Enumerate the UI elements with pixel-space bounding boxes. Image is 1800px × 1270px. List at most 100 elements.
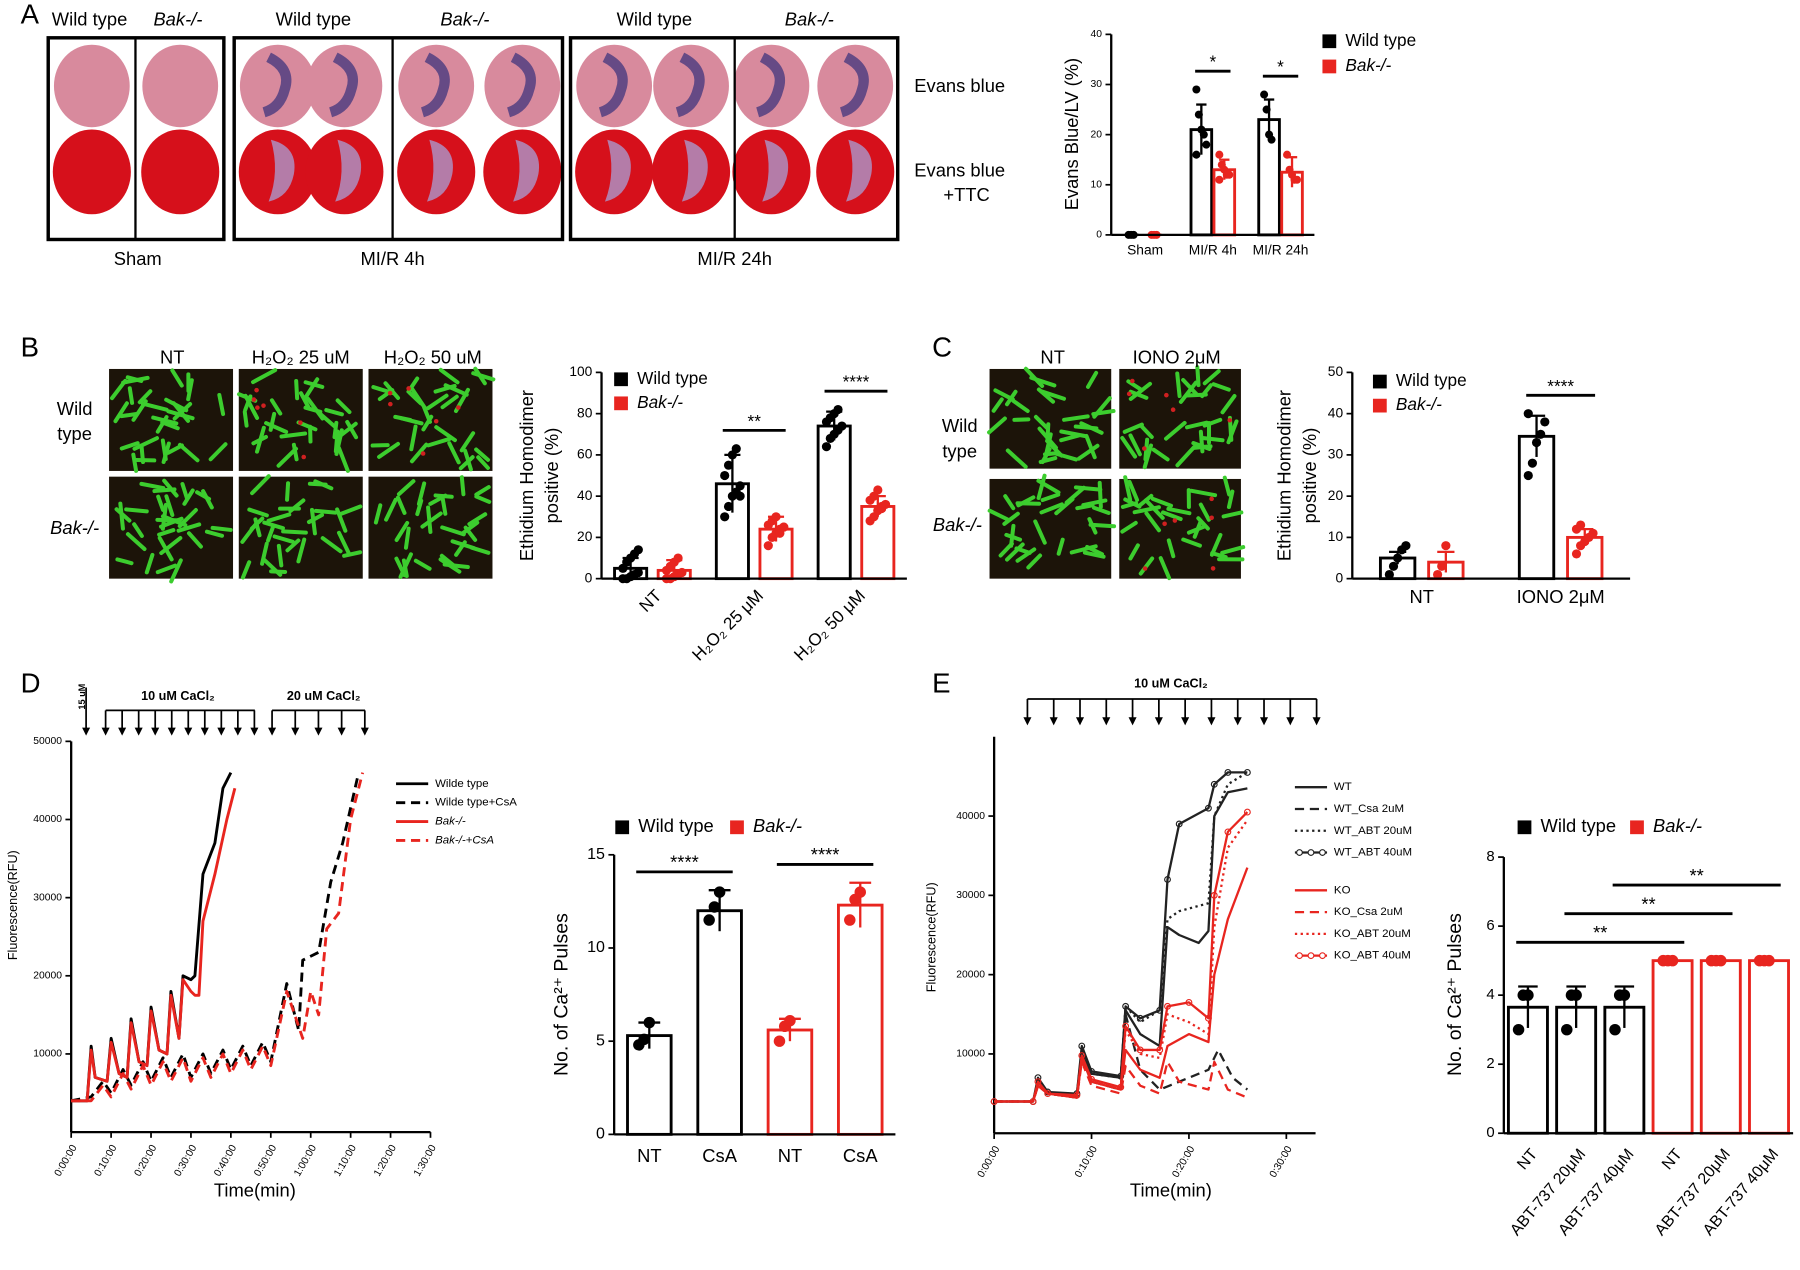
addition-arrowhead xyxy=(82,728,90,736)
y-tick-label: 10 xyxy=(1091,179,1103,190)
significance-label: **** xyxy=(811,844,840,865)
y-tick-label: 4 xyxy=(1486,987,1494,1003)
data-point xyxy=(774,1035,785,1046)
data-point xyxy=(674,553,683,562)
dead-cell xyxy=(1143,566,1148,571)
cell xyxy=(271,571,285,572)
dead-cell xyxy=(456,405,461,410)
y-tick-label: 0 xyxy=(1096,230,1102,241)
column-label: Wild type xyxy=(52,8,128,29)
x-tick-label: NT xyxy=(1410,586,1434,607)
data-point xyxy=(764,541,773,550)
data-point xyxy=(855,886,866,897)
dead-cell xyxy=(1171,407,1176,412)
legend-label: Bak-/- xyxy=(1345,55,1391,75)
dead-cell xyxy=(1164,393,1169,398)
panel-label: D xyxy=(21,667,41,698)
addition-arrowhead xyxy=(102,728,110,736)
data-point xyxy=(1522,989,1533,1000)
cell xyxy=(287,483,288,499)
significance-label: **** xyxy=(843,372,870,392)
series-line xyxy=(994,772,1247,1101)
legend-label: Bak-/- xyxy=(753,815,802,836)
row-label: type xyxy=(57,423,92,444)
x-axis-label: Time(min) xyxy=(214,1180,296,1201)
data-point xyxy=(1576,520,1585,529)
data-point xyxy=(1192,151,1200,159)
legend-label: KO_ABT 40uM xyxy=(1334,950,1411,962)
dead-cell xyxy=(1173,518,1178,523)
significance-label: ** xyxy=(748,411,762,431)
data-point xyxy=(1192,86,1200,94)
annotation: 10 uM CaCl₂ xyxy=(141,689,215,703)
data-point xyxy=(709,901,720,912)
data-point xyxy=(1609,1024,1620,1035)
data-point xyxy=(1513,1024,1524,1035)
data-point xyxy=(720,471,729,480)
legend-label: Wild type xyxy=(638,815,714,836)
legend-label: Wild type xyxy=(1396,370,1467,390)
x-tick-label: 1:20:00 xyxy=(372,1143,399,1178)
dead-cell xyxy=(255,405,260,410)
cell xyxy=(335,423,337,437)
bar xyxy=(768,1030,812,1134)
significance-label: ** xyxy=(1690,865,1704,886)
addition-arrowhead xyxy=(217,728,225,736)
y-tick-label: 10000 xyxy=(956,1049,985,1060)
significance-label: ** xyxy=(1593,922,1607,943)
y-axis-label: Ethidium Homodimer xyxy=(1274,390,1295,561)
cell xyxy=(436,495,452,496)
y-axis-label: Ethidium Homodimer xyxy=(516,390,537,561)
legend-label: WT_ABT 40uM xyxy=(1334,847,1412,859)
addition-arrowhead xyxy=(1286,717,1294,725)
y-tick-label: 20000 xyxy=(956,969,985,980)
group-label: MI/R 24h xyxy=(697,248,772,269)
data-point xyxy=(1524,409,1533,418)
x-tick-label: CsA xyxy=(702,1145,737,1166)
legend-marker xyxy=(1320,953,1326,959)
panel-label: E xyxy=(932,667,950,698)
x-tick-label: NT xyxy=(635,585,666,616)
x-tick-label: IONO 2μM xyxy=(1517,586,1605,607)
x-tick-label: 0:30:00 xyxy=(173,1143,200,1178)
legend-marker xyxy=(614,372,628,386)
dead-cell xyxy=(421,451,426,456)
bar xyxy=(1749,961,1788,1134)
addition-arrowhead xyxy=(1050,717,1058,725)
cell xyxy=(316,511,335,513)
data-point xyxy=(736,481,745,490)
y-tick-label: 2 xyxy=(1486,1056,1494,1072)
panel-label: C xyxy=(932,332,952,363)
legend-marker xyxy=(1373,375,1387,389)
series-line xyxy=(71,773,231,1101)
row-label: Wild xyxy=(942,415,978,436)
data-point xyxy=(1268,136,1276,144)
addition-arrowhead xyxy=(1076,717,1084,725)
x-tick-label: NT xyxy=(1658,1145,1686,1173)
x-tick-label: H₂O₂ 50 μM xyxy=(790,585,869,664)
panel-label: A xyxy=(21,0,40,29)
dead-cell xyxy=(1142,446,1147,451)
data-point xyxy=(877,504,886,513)
x-tick-label: H₂O₂ 25 μM xyxy=(688,585,767,664)
cell xyxy=(406,529,409,548)
y-tick-label: 50 xyxy=(1328,364,1344,379)
y-tick-label: 30000 xyxy=(956,890,985,901)
y-axis-label: No. of Ca²⁺ Pulses xyxy=(551,913,573,1076)
cell xyxy=(445,565,468,567)
data-point xyxy=(1588,529,1597,538)
cell xyxy=(213,528,231,530)
y-axis-label: positive (%) xyxy=(541,428,562,524)
column-label: NT xyxy=(1040,347,1064,368)
x-tick-label: 1:00:00 xyxy=(292,1143,319,1178)
dead-cell xyxy=(254,388,259,393)
x-tick-label: 0:10:00 xyxy=(1073,1144,1100,1179)
y-axis-label: No. of Ca²⁺ Pulses xyxy=(1444,913,1466,1076)
group-label: MI/R 4h xyxy=(360,248,424,269)
legend-marker xyxy=(1320,850,1326,856)
dead-cell xyxy=(1209,515,1214,520)
legend-label: KO xyxy=(1334,884,1351,896)
addition-arrowhead xyxy=(338,728,346,736)
y-tick-label: 60 xyxy=(577,447,593,462)
addition-arrowhead xyxy=(1207,717,1215,725)
